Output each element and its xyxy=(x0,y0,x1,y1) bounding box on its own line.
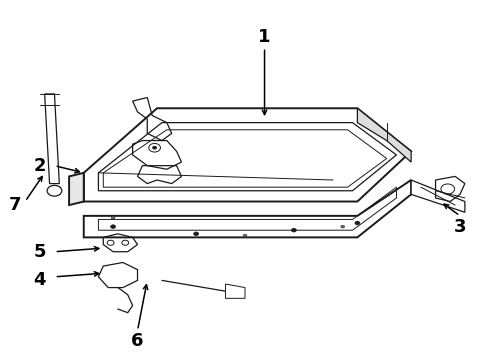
Text: 7: 7 xyxy=(9,196,22,214)
Text: 6: 6 xyxy=(131,332,144,350)
Polygon shape xyxy=(98,123,396,191)
Polygon shape xyxy=(357,108,411,162)
Polygon shape xyxy=(103,130,387,187)
Circle shape xyxy=(111,225,116,228)
Circle shape xyxy=(355,221,360,225)
Text: 4: 4 xyxy=(33,271,46,289)
Circle shape xyxy=(243,234,247,237)
Circle shape xyxy=(194,232,198,235)
Text: 1: 1 xyxy=(258,28,271,46)
Polygon shape xyxy=(411,180,465,212)
Polygon shape xyxy=(69,173,84,205)
Circle shape xyxy=(341,225,344,228)
Circle shape xyxy=(111,216,115,219)
Circle shape xyxy=(292,228,296,232)
Text: 2: 2 xyxy=(33,157,46,175)
Polygon shape xyxy=(84,108,411,202)
Text: 5: 5 xyxy=(33,243,46,261)
Text: 3: 3 xyxy=(454,217,466,235)
Polygon shape xyxy=(84,180,411,237)
Circle shape xyxy=(152,146,157,149)
